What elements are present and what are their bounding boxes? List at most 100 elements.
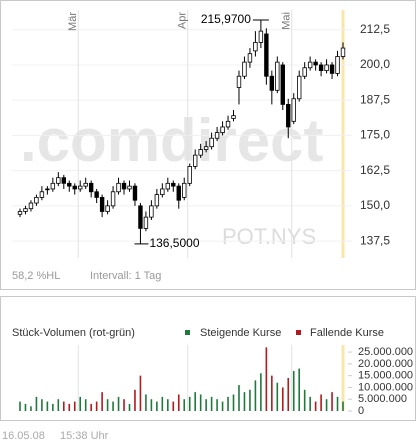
candle-body bbox=[176, 185, 181, 201]
candle-body bbox=[214, 132, 220, 139]
candle-body bbox=[242, 61, 247, 77]
volume-bar bbox=[281, 387, 284, 411]
volume-bar bbox=[238, 385, 240, 411]
candle-body bbox=[165, 182, 171, 190]
volume-bar bbox=[57, 399, 60, 411]
volume-bar bbox=[123, 399, 125, 411]
volume-bar bbox=[117, 396, 120, 411]
candle-body bbox=[17, 211, 23, 215]
candle-body bbox=[127, 185, 132, 190]
volume-bar bbox=[221, 401, 224, 411]
volume-bar bbox=[342, 401, 344, 411]
watermark: .comdirect bbox=[20, 107, 323, 174]
candle-body bbox=[78, 185, 83, 190]
volume-bar bbox=[90, 403, 92, 411]
volume-bar bbox=[232, 394, 235, 411]
volume-bar bbox=[249, 389, 251, 411]
y-tick-label: 10.000.000 bbox=[358, 381, 413, 393]
volume-bar bbox=[172, 401, 175, 411]
interval-label: Intervall: 1 Tag bbox=[90, 270, 161, 282]
candle-body bbox=[45, 188, 50, 191]
candle-body bbox=[138, 205, 143, 229]
y-tick-label: 175,0 bbox=[360, 128, 390, 142]
candle-body bbox=[105, 205, 110, 212]
volume-bar bbox=[161, 396, 164, 411]
candle-body bbox=[154, 194, 160, 207]
volume-bar bbox=[134, 389, 136, 411]
volume-bar bbox=[287, 378, 290, 411]
volume-bar bbox=[320, 394, 322, 411]
candle-body bbox=[209, 137, 214, 148]
candle-body bbox=[94, 191, 99, 198]
legend-swatch bbox=[185, 330, 190, 335]
volume-bar bbox=[68, 403, 71, 411]
volume-bar bbox=[227, 396, 229, 411]
legend-swatch bbox=[296, 330, 301, 335]
volume-bar bbox=[19, 401, 21, 411]
candle-body bbox=[182, 182, 187, 198]
candle-body bbox=[28, 202, 34, 210]
candle-body bbox=[335, 56, 340, 74]
candle-body bbox=[99, 197, 105, 212]
candle-body bbox=[132, 185, 138, 201]
volume-bar bbox=[46, 401, 49, 411]
y-tick-label: 0 bbox=[358, 405, 364, 417]
candle-body bbox=[313, 61, 318, 66]
candle-body bbox=[187, 166, 192, 184]
candle-body bbox=[198, 149, 203, 156]
volume-bar bbox=[52, 403, 54, 411]
candle-body bbox=[329, 64, 335, 74]
y-tick-label: 162,5 bbox=[360, 163, 390, 177]
volume-bar bbox=[106, 399, 109, 411]
volume-bar bbox=[95, 401, 98, 411]
candle-body bbox=[72, 185, 77, 190]
candle-body bbox=[253, 42, 258, 52]
candle-body bbox=[88, 182, 94, 193]
volume-bar bbox=[84, 399, 87, 411]
volume-bar bbox=[331, 392, 333, 411]
candle-body bbox=[203, 146, 209, 150]
candle-body bbox=[34, 197, 39, 204]
y-tick-label: 187,5 bbox=[360, 92, 390, 106]
volume-bar bbox=[303, 389, 306, 411]
candle-body bbox=[280, 64, 285, 105]
y-tick-label: 25.000.000 bbox=[358, 346, 413, 358]
candle-body bbox=[275, 61, 280, 91]
x-tick-label: Apr bbox=[177, 12, 189, 29]
y-tick-label: 200,0 bbox=[360, 57, 390, 71]
current-day bbox=[341, 345, 345, 411]
volume-bar bbox=[265, 347, 268, 411]
x-tick-label: Mai bbox=[281, 12, 293, 30]
volume-bar bbox=[199, 394, 202, 411]
volume-bar bbox=[112, 401, 114, 411]
candle-body bbox=[160, 188, 165, 195]
current-day bbox=[341, 10, 345, 258]
volume-panel bbox=[0, 296, 416, 421]
volume-bar bbox=[30, 406, 32, 411]
time: 15:38 Uhr bbox=[60, 430, 109, 442]
candle-body bbox=[121, 182, 127, 190]
volume-bar bbox=[205, 399, 207, 411]
candle-body bbox=[143, 216, 149, 229]
volume-bar bbox=[139, 375, 142, 411]
volume-bar bbox=[156, 401, 158, 411]
candle-body bbox=[23, 208, 28, 212]
volume-bar bbox=[309, 396, 311, 411]
candle-body bbox=[302, 67, 307, 77]
volume-bar bbox=[243, 392, 246, 411]
candle-body bbox=[39, 191, 45, 198]
candle-body bbox=[318, 64, 324, 71]
volume-bar bbox=[150, 399, 153, 411]
volume-bar bbox=[271, 375, 273, 411]
volume-bar bbox=[167, 399, 169, 411]
candle-body bbox=[324, 64, 329, 71]
volume-bar bbox=[35, 396, 38, 411]
volume-bar bbox=[260, 373, 262, 411]
y-tick-label: 5.000.000 bbox=[358, 393, 407, 405]
volume-bar bbox=[325, 399, 328, 411]
candle-body bbox=[286, 104, 291, 128]
volume-bar bbox=[177, 394, 180, 411]
candle-body bbox=[231, 115, 236, 119]
symbol: POT.NYS bbox=[222, 224, 316, 249]
